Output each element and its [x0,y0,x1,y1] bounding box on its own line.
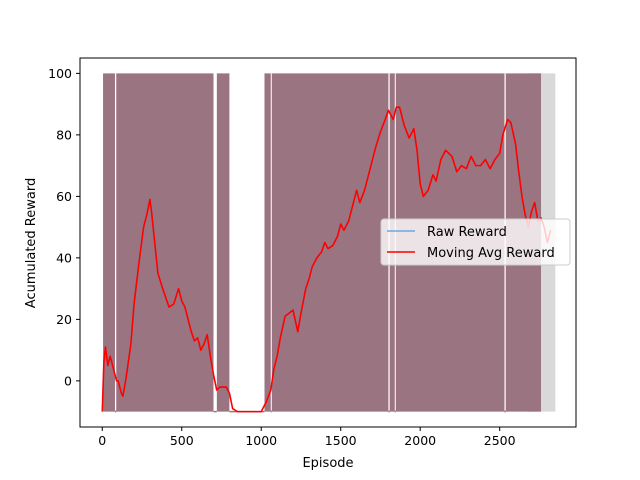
legend-label-moving-avg-reward: Moving Avg Reward [427,246,555,261]
raw-reward-dense-band [216,73,230,412]
x-axis-title: Episode [302,456,353,471]
x-tick-label: 2000 [404,433,436,448]
legend: Raw Reward Moving Avg Reward [380,218,571,266]
legend-label-raw-reward: Raw Reward [427,225,507,240]
raw-reward-gap [213,73,217,411]
legend-box [380,218,571,266]
y-tick-label: 60 [56,189,72,204]
y-tick-label: 100 [48,66,72,81]
x-axis: 0 500 1000 1500 2000 2500 [98,427,516,448]
plot-frame [79,57,577,428]
x-tick-label: 1500 [325,433,357,448]
raw-reward-gap [114,73,117,411]
raw-reward-dense-band [103,73,214,412]
y-tick-label: 0 [64,373,72,388]
raw-reward-gap [229,73,265,411]
y-tick-label: 80 [56,127,72,142]
y-axis: 0 20 40 60 80 100 [48,66,80,388]
x-tick-label: 1000 [245,433,277,448]
y-tick-label: 20 [56,312,72,327]
y-tick-label: 40 [56,250,72,265]
moving-avg-line [101,106,552,413]
x-tick-label: 2500 [484,433,516,448]
raw-reward-series [103,73,556,413]
moving-avg-series [101,106,552,413]
raw-reward-gap [270,73,272,411]
y-axis-title: Acumulated Reward [24,178,39,308]
x-tick-label: 0 [98,433,106,448]
x-tick-label: 500 [170,433,194,448]
